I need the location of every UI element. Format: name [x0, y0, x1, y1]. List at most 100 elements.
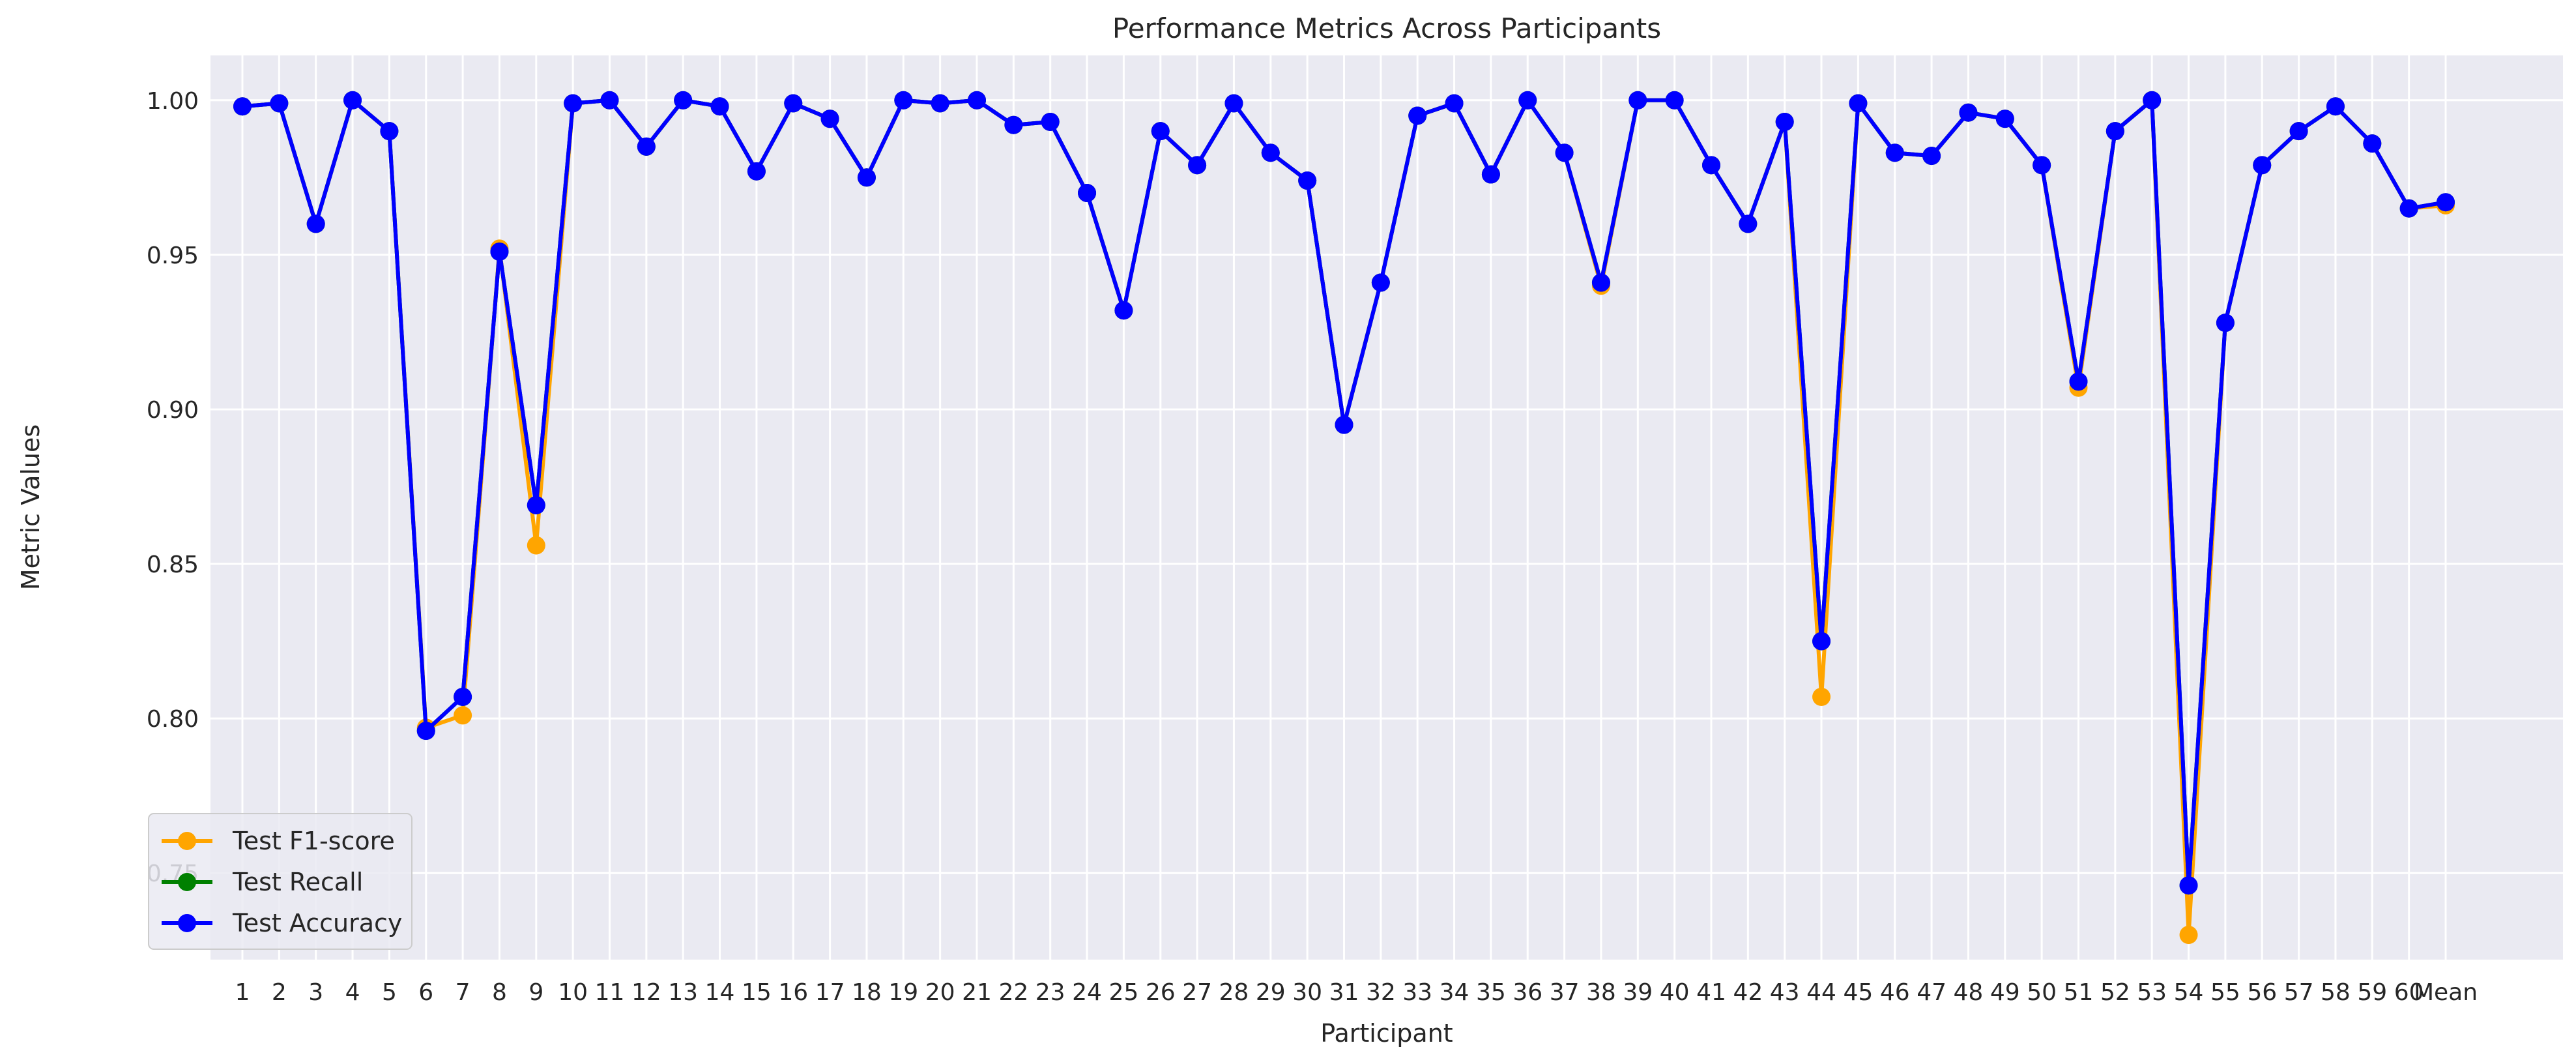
data-point	[2326, 97, 2345, 116]
data-point	[1371, 273, 1390, 292]
x-tick-label: 16	[778, 979, 808, 1006]
legend-marker	[178, 873, 196, 891]
x-tick-label: 59	[2357, 979, 2387, 1006]
x-tick-label: 18	[852, 979, 882, 1006]
x-tick-label: 38	[1586, 979, 1616, 1006]
data-point	[710, 97, 729, 116]
x-tick-label: 31	[1329, 979, 1359, 1006]
x-tick-label: 17	[815, 979, 845, 1006]
data-point	[2363, 134, 2382, 153]
x-tick-label: 23	[1035, 979, 1065, 1006]
data-point	[306, 214, 325, 233]
y-tick-label: 0.95	[147, 243, 199, 269]
x-tick-label: 48	[1954, 979, 1984, 1006]
x-tick-label: 49	[1990, 979, 2020, 1006]
x-tick-label: 36	[1512, 979, 1542, 1006]
data-point	[233, 97, 252, 116]
x-tick-label: 53	[2137, 979, 2167, 1006]
data-point	[490, 243, 509, 261]
y-tick-label: 0.80	[147, 706, 199, 733]
data-point	[1298, 171, 1317, 190]
data-point	[270, 94, 289, 113]
legend-label: Test F1-score	[232, 827, 395, 855]
x-tick-label: 27	[1182, 979, 1212, 1006]
data-point	[1224, 94, 1243, 113]
data-point	[820, 110, 839, 128]
data-point	[1114, 301, 1133, 320]
data-point	[637, 137, 656, 156]
data-point	[1555, 143, 1574, 162]
x-tick-label: 29	[1256, 979, 1286, 1006]
data-point	[2033, 156, 2051, 175]
legend-entry: Test Recall	[162, 868, 363, 896]
x-tick-label: 6	[418, 979, 433, 1006]
series-lines	[233, 91, 2455, 945]
legend-entry: Test Accuracy	[162, 909, 402, 937]
data-point	[527, 536, 545, 555]
x-tick-label: 8	[492, 979, 507, 1006]
x-tick-label: 14	[705, 979, 735, 1006]
data-point	[1739, 214, 1758, 233]
x-tick-label: 55	[2210, 979, 2240, 1006]
legend-label: Test Recall	[232, 868, 363, 896]
x-tick-label: 19	[888, 979, 918, 1006]
data-point	[1665, 91, 1684, 110]
legend-label: Test Accuracy	[232, 909, 402, 937]
data-point	[1445, 94, 1464, 113]
data-point	[784, 94, 803, 113]
data-point	[1995, 110, 2014, 128]
x-tick-label: 22	[998, 979, 1028, 1006]
x-tick-label: 24	[1072, 979, 1102, 1006]
x-tick-label: 58	[2321, 979, 2351, 1006]
x-tick-label: 20	[925, 979, 955, 1006]
data-point	[564, 94, 583, 113]
y-tick-label: 0.85	[147, 552, 199, 578]
data-point	[1004, 115, 1023, 134]
chart-title: Performance Metrics Across Participants	[1112, 12, 1661, 44]
data-point	[1849, 94, 1868, 113]
x-tick-label: 28	[1219, 979, 1249, 1006]
data-point	[1922, 147, 1941, 166]
data-point	[1151, 122, 1170, 141]
data-point	[1261, 143, 1280, 162]
data-point	[2106, 122, 2124, 141]
data-point	[454, 687, 472, 706]
legend-entry: Test F1-score	[162, 827, 395, 855]
x-tick-label: 60	[2394, 979, 2424, 1006]
data-point	[343, 91, 362, 110]
x-tick-label: 51	[2064, 979, 2094, 1006]
data-point	[1775, 112, 1794, 131]
data-point	[2143, 91, 2162, 110]
x-tick-label: 4	[345, 979, 360, 1006]
data-point	[2179, 926, 2198, 945]
data-point	[380, 122, 399, 141]
data-point	[1078, 184, 1097, 203]
data-point	[1628, 91, 1647, 110]
x-tick-label: 50	[2027, 979, 2057, 1006]
legend-marker	[178, 832, 196, 850]
data-point	[1188, 156, 1207, 175]
x-tick-label: 45	[1843, 979, 1873, 1006]
y-tick-labels: 0.750.800.850.900.951.00	[147, 88, 199, 887]
x-tick-label: 5	[382, 979, 397, 1006]
data-point	[857, 168, 876, 187]
data-point	[747, 162, 766, 181]
x-tick-label: 26	[1146, 979, 1176, 1006]
data-point	[1408, 106, 1427, 125]
x-tick-label: 21	[962, 979, 992, 1006]
y-tick-label: 0.90	[147, 397, 199, 424]
x-tick-label: 1	[235, 979, 250, 1006]
x-axis-label: Participant	[1320, 1019, 1453, 1048]
x-tick-label: 7	[456, 979, 470, 1006]
x-tick-label: 43	[1770, 979, 1800, 1006]
x-tick-label: 11	[595, 979, 625, 1006]
x-tick-label: 3	[308, 979, 323, 1006]
data-point	[1812, 687, 1831, 706]
data-point	[2399, 199, 2418, 218]
x-tick-label: 30	[1292, 979, 1322, 1006]
data-point	[1518, 91, 1537, 110]
series-3	[233, 91, 2455, 895]
x-tick-label: 41	[1696, 979, 1726, 1006]
data-point	[454, 706, 472, 725]
